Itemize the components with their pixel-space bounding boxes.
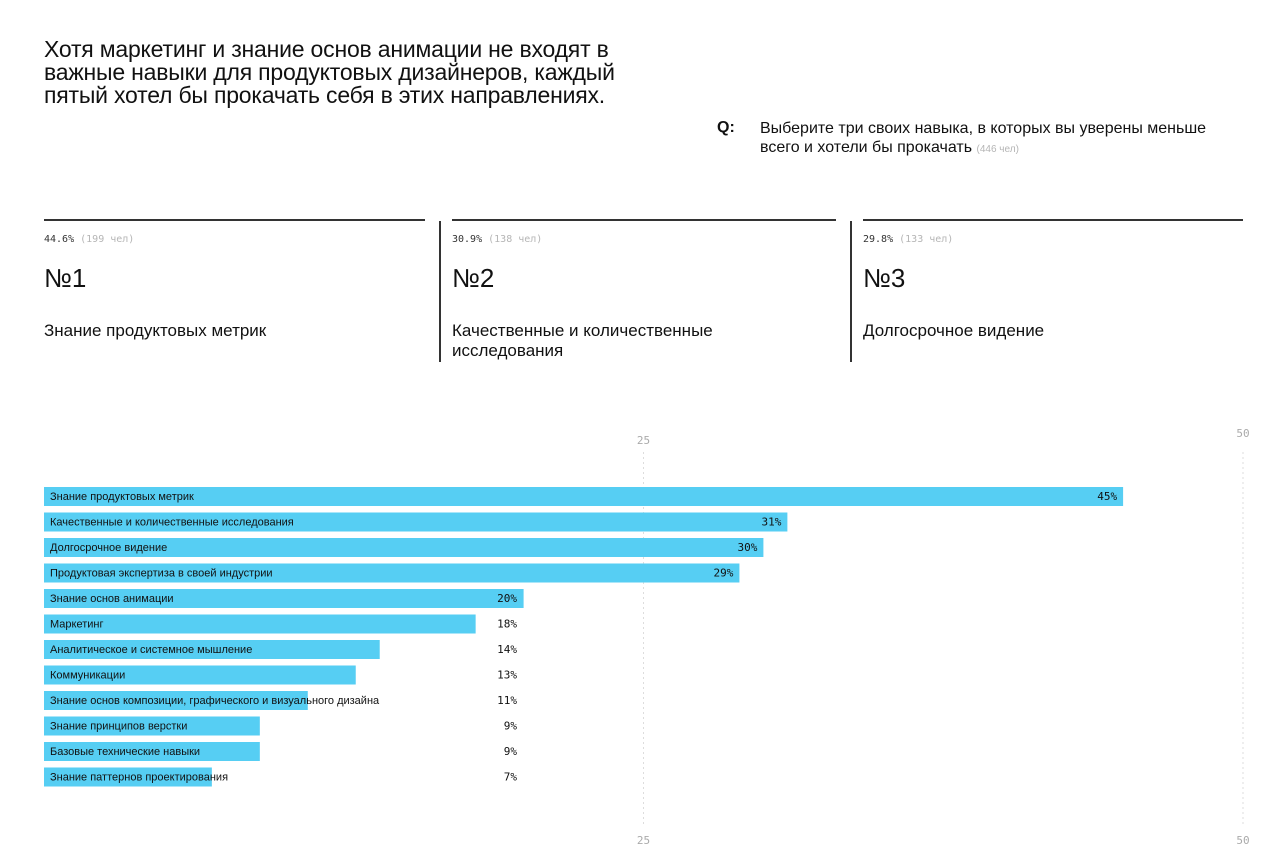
bar	[44, 614, 476, 634]
x-tick-top: 25	[637, 434, 650, 447]
bar	[44, 640, 380, 659]
bar-label: Аналитическое и системное мышление	[50, 644, 252, 656]
question-count: (446 чел)	[976, 144, 1019, 155]
bar-label: Знание продуктовых метрик	[50, 491, 194, 503]
card-percent: 30.9% (138 чел)	[452, 234, 543, 245]
bar	[44, 512, 788, 532]
card-rank: №1	[44, 263, 87, 293]
x-tick-top: 50	[1236, 427, 1249, 440]
value-label: 30%	[738, 541, 758, 554]
card-rank: №2	[452, 263, 495, 293]
top-card-3: 29.8% (133 чел) №3 Долгосрочное видение	[850, 219, 1243, 362]
question-body: Выберите три своих навыка, в которых вы …	[760, 120, 1207, 156]
bar-label: Знание паттернов проектирования	[50, 772, 228, 784]
top-card-1: 44.6% (199 чел) №1 Знание продуктовых ме…	[44, 219, 425, 360]
headline: Хотя маркетинг и знание основ анимации н…	[44, 36, 615, 108]
bar	[44, 665, 356, 685]
bar-label: Знание основ композиции, графического и …	[50, 695, 380, 707]
bar-label: Долгосрочное видение	[50, 542, 167, 554]
bar-label: Знание принципов верстки	[50, 721, 187, 733]
bar	[44, 691, 308, 710]
x-tick-bottom: 50	[1236, 834, 1249, 847]
bar	[44, 589, 524, 608]
divider	[439, 221, 441, 362]
value-label: 11%	[497, 694, 517, 707]
question-prefix: Q:	[717, 119, 735, 136]
bar	[44, 487, 1124, 506]
card-percent: 29.8% (133 чел)	[863, 234, 954, 245]
card-percent: 44.6% (199 чел)	[44, 234, 135, 245]
bar	[44, 563, 740, 583]
top-card-2: 30.9% (138 чел) №2 Качественные и количе…	[439, 219, 836, 362]
bar	[44, 716, 260, 736]
bar-label: Качественные и количественные исследован…	[50, 517, 294, 529]
bar	[44, 767, 212, 787]
bar	[44, 538, 764, 557]
value-label: 18%	[497, 618, 517, 631]
x-tick-bottom: 25	[637, 834, 650, 847]
value-label: 14%	[497, 643, 517, 656]
value-label: 20%	[497, 592, 517, 605]
value-label: 45%	[1097, 490, 1117, 503]
skills-bar-chart: 25 25 50 50 Знание продуктовых метрик 45% Каче…	[44, 427, 1250, 847]
value-label: 9%	[504, 745, 518, 758]
value-label: 29%	[714, 567, 734, 580]
value-label: 31%	[762, 516, 782, 529]
bar-label: Коммуникации	[50, 670, 125, 682]
bar-label: Маркетинг	[50, 619, 103, 631]
bar	[44, 742, 260, 761]
card-rank: №3	[863, 263, 906, 293]
question-text: Выберите три своих навыка, в которых вы …	[760, 119, 1220, 159]
value-label: 9%	[504, 720, 518, 733]
card-skill: Долгосрочное видение	[863, 321, 1045, 340]
value-label: 13%	[497, 669, 517, 682]
bar-label: Базовые технические навыки	[50, 746, 200, 758]
bar-label: Продуктовая экспертиза в своей индустрии	[50, 568, 273, 580]
card-skill: Знание продуктовых метрик	[44, 321, 267, 340]
divider	[850, 221, 852, 362]
card-skill: Качественные и количественные исследован…	[452, 321, 713, 360]
bar-label: Знание основ анимации	[50, 593, 174, 605]
value-label: 7%	[504, 771, 518, 784]
